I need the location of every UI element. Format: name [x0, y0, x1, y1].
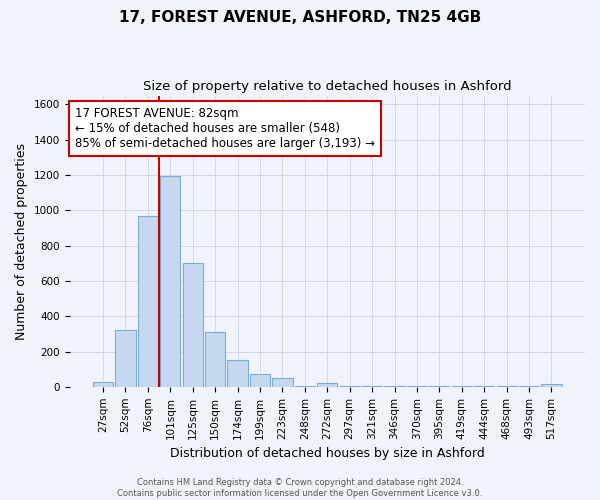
Bar [474, 386, 494, 387]
Y-axis label: Number of detached properties: Number of detached properties [15, 142, 28, 340]
Bar [138, 216, 158, 387]
Title: Size of property relative to detached houses in Ashford: Size of property relative to detached ho… [143, 80, 512, 93]
Text: 17, FOREST AVENUE, ASHFORD, TN25 4GB: 17, FOREST AVENUE, ASHFORD, TN25 4GB [119, 10, 481, 25]
Bar [497, 386, 517, 387]
Bar [227, 360, 248, 387]
Bar [205, 332, 225, 387]
Bar [93, 382, 113, 387]
Bar [272, 378, 293, 387]
Bar [250, 374, 270, 387]
Bar [160, 176, 181, 387]
Bar [317, 384, 337, 387]
Bar [407, 386, 427, 387]
Text: Contains HM Land Registry data © Crown copyright and database right 2024.
Contai: Contains HM Land Registry data © Crown c… [118, 478, 482, 498]
Bar [519, 386, 539, 387]
Bar [295, 386, 315, 387]
Text: 17 FOREST AVENUE: 82sqm
← 15% of detached houses are smaller (548)
85% of semi-d: 17 FOREST AVENUE: 82sqm ← 15% of detache… [74, 107, 374, 150]
Bar [429, 386, 449, 387]
Bar [385, 386, 404, 387]
Bar [362, 386, 382, 387]
Bar [541, 384, 562, 387]
X-axis label: Distribution of detached houses by size in Ashford: Distribution of detached houses by size … [170, 447, 485, 460]
Bar [340, 386, 360, 387]
Bar [182, 264, 203, 387]
Bar [452, 386, 472, 387]
Bar [115, 330, 136, 387]
